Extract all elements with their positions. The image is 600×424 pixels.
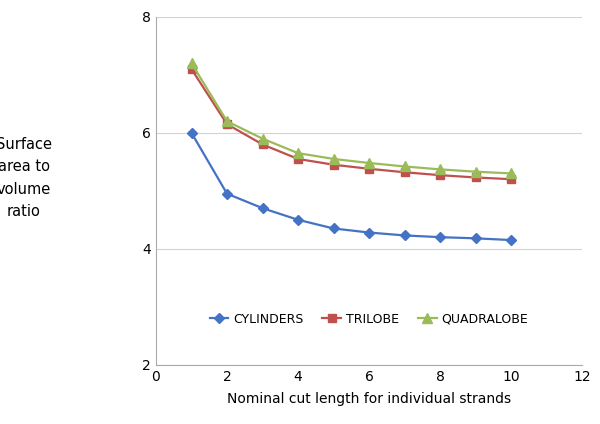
CYLINDERS [330,226,337,231]
QUADRALOBE [401,164,408,169]
Line: QUADRALOBE: QUADRALOBE [187,59,515,178]
CYLINDERS [295,217,302,222]
TRILOBE [330,162,337,167]
CYLINDERS [188,130,195,135]
QUADRALOBE [508,171,515,176]
Line: TRILOBE: TRILOBE [188,65,515,183]
TRILOBE [295,156,302,162]
QUADRALOBE [223,119,230,124]
TRILOBE [472,175,479,180]
CYLINDERS [401,233,408,238]
TRILOBE [259,142,266,147]
CYLINDERS [472,236,479,241]
TRILOBE [223,122,230,127]
QUADRALOBE [365,160,373,165]
QUADRALOBE [330,156,337,162]
TRILOBE [401,170,408,175]
TRILOBE [188,67,195,72]
QUADRALOBE [188,61,195,66]
CYLINDERS [259,206,266,211]
X-axis label: Nominal cut length for individual strands: Nominal cut length for individual strand… [227,392,511,406]
Text: Surface
area to
volume
ratio: Surface area to volume ratio [0,137,52,219]
QUADRALOBE [259,136,266,141]
TRILOBE [436,173,443,178]
QUADRALOBE [472,169,479,174]
CYLINDERS [508,237,515,243]
TRILOBE [365,166,373,171]
TRILOBE [508,177,515,182]
CYLINDERS [365,230,373,235]
QUADRALOBE [295,151,302,156]
QUADRALOBE [436,167,443,172]
Legend: CYLINDERS, TRILOBE, QUADRALOBE: CYLINDERS, TRILOBE, QUADRALOBE [205,307,533,331]
Line: CYLINDERS: CYLINDERS [188,129,514,243]
CYLINDERS [223,191,230,196]
CYLINDERS [436,234,443,240]
